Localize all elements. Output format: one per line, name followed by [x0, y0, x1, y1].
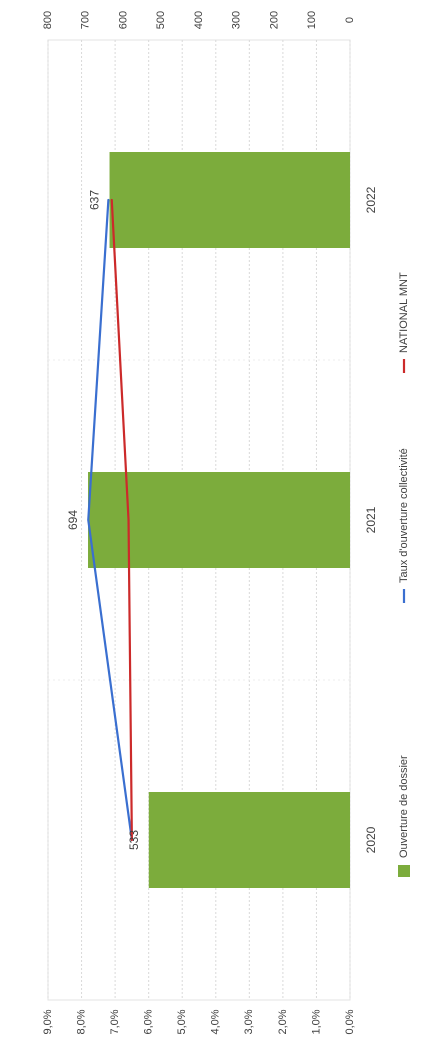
primary-axis-tick-label: 4,0%: [210, 1009, 222, 1034]
data-label: 637: [88, 190, 102, 210]
primary-axis-tick-label: 7,0%: [109, 1009, 121, 1034]
legend-label: NATIONAL MNT: [398, 272, 410, 353]
category-label: 2020: [364, 826, 378, 853]
bar-ouverture-de-dossier: [88, 472, 350, 568]
secondary-axis-tick-label: 100: [306, 11, 318, 29]
primary-axis-tick-label: 2,0%: [277, 1009, 289, 1034]
legend-label: Taux d'ouverture collectivité: [398, 448, 410, 583]
secondary-axis-tick-label: 0: [344, 17, 356, 23]
secondary-axis-tick-label: 400: [193, 11, 205, 29]
primary-axis-tick-label: 1,0%: [310, 1009, 322, 1034]
axes: 0,0% 1,0% 2,0% 3,0% 4,0% 5,0% 6,0% 7,0% 8,0% 9,0%…: [42, 11, 378, 1035]
secondary-axis-tick-label: 300: [231, 11, 243, 29]
bars: [88, 152, 350, 888]
category-label: 2022: [364, 186, 378, 213]
line-taux-ouverture-collectivite: [87, 198, 133, 842]
legend-label: Ouverture de dossier: [398, 755, 410, 858]
secondary-axis-tick-label: 600: [117, 11, 129, 29]
data-label: 533: [127, 830, 141, 850]
primary-axis-tick-label: 3,0%: [243, 1009, 255, 1034]
bar-ouverture-de-dossier: [148, 792, 350, 888]
lines: [87, 198, 133, 842]
secondary-axis-tick-label: 700: [80, 11, 92, 29]
data-label: 694: [66, 510, 80, 530]
primary-axis-tick-label: 5,0%: [176, 1009, 188, 1034]
data-labels: 533 694 637: [66, 190, 141, 850]
primary-axis-tick-label: 6,0%: [143, 1009, 155, 1034]
legend-swatch-bar: [398, 865, 410, 877]
category-label: 2021: [364, 506, 378, 533]
primary-axis-tick-label: 0,0%: [344, 1009, 356, 1034]
line-national-mnt: [110, 198, 133, 842]
legend: Ouverture de dossier Taux d'ouverture col…: [398, 272, 410, 877]
primary-axis-tick-label: 9,0%: [42, 1009, 54, 1034]
secondary-axis-tick-label: 800: [42, 11, 54, 29]
secondary-axis-tick-label: 500: [155, 11, 167, 29]
secondary-axis-tick-label: 200: [268, 11, 280, 29]
primary-axis-tick-label: 8,0%: [75, 1009, 87, 1034]
bar-ouverture-de-dossier: [109, 152, 350, 248]
